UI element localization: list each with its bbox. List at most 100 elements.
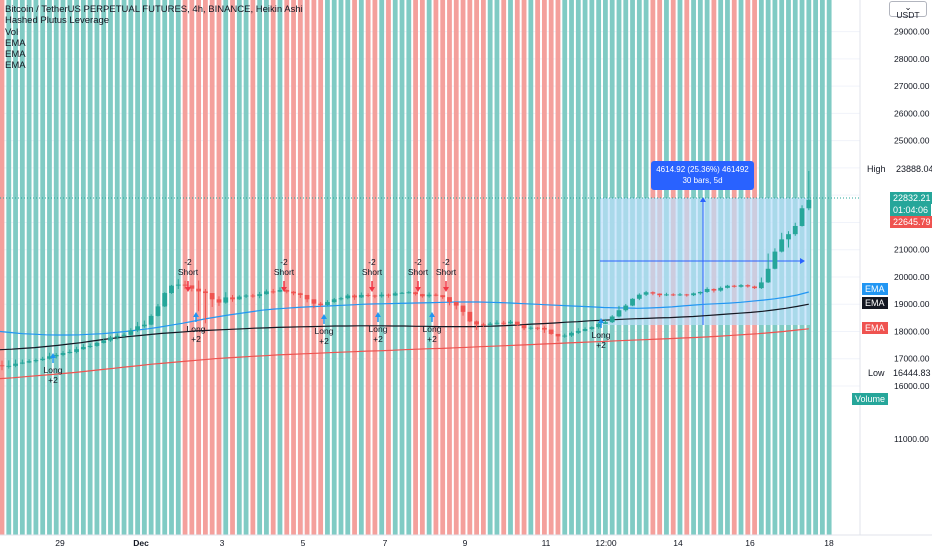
price-tick-label: 29000.00 xyxy=(894,27,930,37)
candle-body xyxy=(453,302,459,306)
volume-bar xyxy=(480,0,486,535)
candle-body xyxy=(169,285,174,294)
countdown-tag: 01:04:06 xyxy=(890,204,932,216)
volume-bar xyxy=(433,0,439,535)
candle-body xyxy=(318,303,324,306)
long-signal-label: Long +2 xyxy=(176,324,216,344)
volume-bar xyxy=(175,0,181,535)
candle-body xyxy=(338,298,344,300)
candle-body xyxy=(650,292,656,294)
price-tick-label: 21000.00 xyxy=(894,245,930,255)
time-tick-label: 14 xyxy=(673,538,683,548)
candle-body xyxy=(419,294,425,297)
signal-type: Short xyxy=(435,267,457,277)
candle-body xyxy=(494,322,500,324)
candle-body xyxy=(331,299,337,303)
candle-body xyxy=(616,310,622,317)
ema-slow-tag: EMA xyxy=(862,322,888,334)
candle-body xyxy=(6,365,12,367)
volume-bar xyxy=(453,0,459,535)
volume-bar xyxy=(135,0,140,535)
candle-body xyxy=(480,324,486,326)
candle-body xyxy=(26,361,32,363)
candle-body xyxy=(779,239,785,252)
symbol-title[interactable]: Bitcoin / TetherUS PERPETUAL FUTURES, 4h… xyxy=(5,4,303,15)
volume-bar xyxy=(447,0,452,535)
chevron-down-icon: ⌄ xyxy=(904,2,912,12)
signal-type: Short xyxy=(273,267,295,277)
long-signal-label: Long +2 xyxy=(33,365,73,385)
volume-bar xyxy=(80,0,86,535)
volume-bar xyxy=(331,0,337,535)
candle-body xyxy=(786,234,791,240)
candle-body xyxy=(447,297,452,303)
candle-body xyxy=(101,340,107,343)
candle-body xyxy=(257,294,263,297)
candle-body xyxy=(209,293,215,300)
time-tick-label: 18 xyxy=(824,538,834,548)
time-tick-label: 12:00 xyxy=(595,538,617,548)
volume-bar xyxy=(236,0,242,535)
candle-body xyxy=(711,288,717,291)
volume-bar xyxy=(277,0,283,535)
signal-type: Long xyxy=(186,324,206,334)
candle-body xyxy=(582,329,588,331)
signal-qty: +2 xyxy=(191,334,201,344)
volume-bar xyxy=(813,0,818,535)
candle-body xyxy=(399,292,405,294)
candle-body xyxy=(141,324,147,327)
indicator-label[interactable]: EMA xyxy=(5,49,26,61)
short-arrowhead-icon xyxy=(369,287,375,292)
indicator-label[interactable]: Vol xyxy=(5,26,19,38)
candle-body xyxy=(33,360,39,362)
candle-body xyxy=(792,225,798,235)
candle-body xyxy=(196,288,202,292)
currency-selector[interactable]: ⌄ USDT xyxy=(889,1,927,19)
candle-body xyxy=(60,353,66,355)
candle-body xyxy=(182,284,188,286)
volume-bar xyxy=(819,0,825,535)
signal-type: Long xyxy=(314,326,334,336)
indicator-label[interactable]: Hashed Plutus Leverage xyxy=(5,15,110,27)
volume-bar xyxy=(284,0,290,535)
candle-body xyxy=(128,330,134,335)
signal-type: Long xyxy=(591,330,611,340)
measure-arrow-up-icon xyxy=(700,197,706,202)
signal-qty: +2 xyxy=(319,336,329,346)
volume-bar xyxy=(406,0,412,535)
volume-bar xyxy=(87,0,93,535)
candle-body xyxy=(80,347,86,350)
candle-body xyxy=(372,295,378,297)
indicator-label[interactable]: EMA xyxy=(5,37,26,49)
candle-body xyxy=(745,285,751,287)
price-tick-label: 17000.00 xyxy=(894,354,930,364)
low-label: Low xyxy=(865,367,888,379)
volume-bar xyxy=(392,0,398,535)
high-label: High xyxy=(864,163,889,175)
indicator-label[interactable]: EMA xyxy=(5,60,26,72)
signal-qty: +2 xyxy=(427,334,437,344)
time-axis[interactable]: 29 Dec 3 5 7 9 11 12:00 14 16 18 xyxy=(0,534,932,548)
short-signal-label: -2 Short xyxy=(352,257,392,277)
candle-body xyxy=(135,326,140,331)
candle-body xyxy=(664,294,669,296)
open-price-tag: 22645.79 xyxy=(890,216,932,228)
candle-body xyxy=(67,351,73,354)
candle-body xyxy=(223,297,229,303)
candle-body xyxy=(40,358,46,361)
volume-bar xyxy=(467,0,473,535)
volume-bar xyxy=(562,0,568,535)
measure-arrow-right-icon xyxy=(800,258,805,264)
price-axis[interactable]: 29000.00 28000.00 27000.00 26000.00 25000.00… xyxy=(859,0,930,535)
volume-bar xyxy=(47,0,52,535)
candle-body xyxy=(765,268,771,283)
volume-bar xyxy=(169,0,174,535)
volume-bar xyxy=(53,0,59,535)
volume-bar xyxy=(589,0,595,535)
candle-body xyxy=(352,295,357,298)
candle-body xyxy=(203,291,208,294)
candle-body xyxy=(806,199,812,209)
time-tick-label: 5 xyxy=(301,538,306,548)
measure-change: 4614.92 (25.36%) 461492 xyxy=(656,165,749,174)
